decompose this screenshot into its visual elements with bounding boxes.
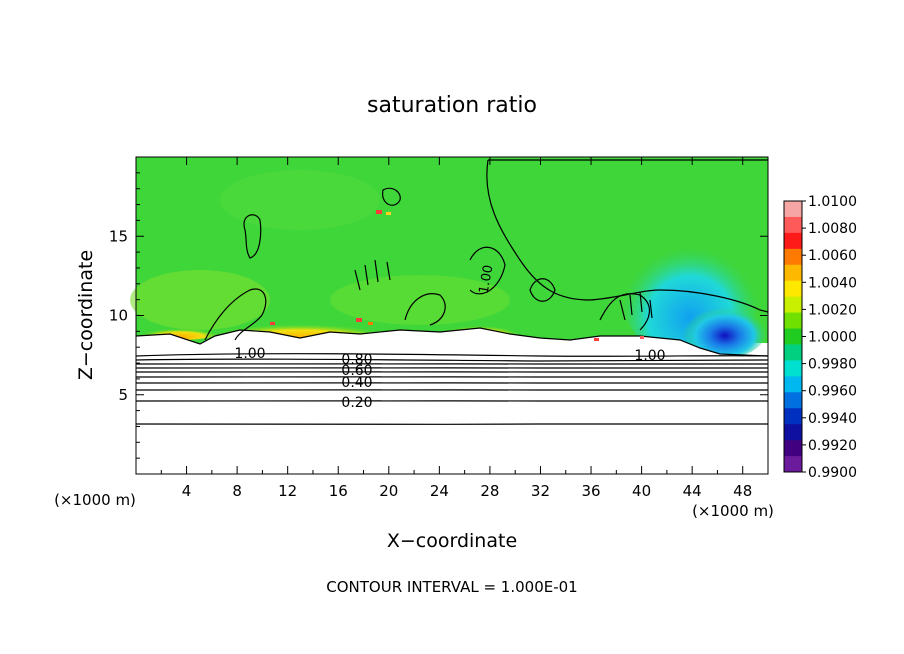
colorbar-swatch [784, 392, 802, 409]
contour-lines [135, 159, 769, 425]
x-tick-label: 16 [329, 482, 348, 500]
y-tick-label: 10 [109, 307, 128, 325]
supersat-speckles [270, 210, 644, 341]
x-tick-label: 24 [430, 482, 449, 500]
y-tick-label: 5 [118, 386, 128, 404]
x-tick-label: 40 [632, 482, 651, 500]
colorbar-swatch [784, 408, 802, 425]
x-tick-label: 36 [581, 482, 600, 500]
x-tick-label: 32 [531, 482, 550, 500]
colorbar-label: 0.9940 [808, 411, 857, 427]
contour-label: 0.80 [341, 352, 372, 368]
field-patch [130, 270, 270, 330]
colorbar-label: 0.9900 [808, 465, 857, 481]
contour-label: 1.00 [234, 346, 265, 362]
x-tick-label: 48 [733, 482, 752, 500]
x-tick-label: 4 [182, 482, 192, 500]
plot-area: 1.00 1.00 1.00 0.80 0.60 0.40 0.20 [130, 156, 769, 475]
contour-label: 0.60 [341, 363, 372, 379]
field-patch [220, 170, 380, 230]
contour-labels: 1.00 1.00 1.00 0.80 0.60 0.40 0.20 [234, 264, 665, 411]
colorbar-swatch [784, 344, 802, 361]
colorbar-swatch [784, 232, 802, 250]
y-tick-label: 15 [109, 227, 128, 245]
x-tick-label: 12 [278, 482, 297, 500]
colorbar-swatch [784, 328, 802, 345]
colorbar-swatch [784, 248, 802, 266]
x-tick-label: 8 [232, 482, 242, 500]
contour-label: 1.00 [634, 348, 665, 364]
contour-label: 0.40 [341, 375, 372, 391]
colorbar-swatch [784, 264, 802, 282]
colorbar-swatch [784, 456, 802, 473]
colorbar: 1.0100 1.0080 1.0060 1.0040 1.0020 1.0000 0.99… [783, 194, 857, 481]
colorbar-label: 0.9960 [808, 384, 857, 400]
chart-title: saturation ratio [367, 93, 537, 118]
x-tick-label: 28 [480, 482, 499, 500]
colorbar-label: 1.0060 [808, 248, 857, 264]
colorbar-swatch [784, 296, 802, 314]
colorbar-swatch [784, 201, 802, 218]
x-axis: 4 8 12 16 20 24 28 32 36 40 44 48 [160, 157, 752, 500]
colorbar-label: 1.0040 [808, 275, 857, 291]
colorbar-label: 1.0100 [808, 194, 857, 210]
colorbar-swatch [784, 360, 802, 377]
colorbar-label: 0.9920 [808, 438, 857, 454]
colorbar-label: 1.0000 [808, 330, 857, 346]
colorbar-label: 1.0080 [808, 221, 857, 237]
contour-label: 0.20 [341, 395, 372, 411]
x-axis-label: X−coordinate [387, 530, 517, 552]
colorbar-label: 0.9980 [808, 357, 857, 373]
y-axis: 5 10 15 [109, 172, 768, 459]
colorbar-swatch [784, 376, 802, 393]
field-patch [330, 275, 510, 325]
y-axis-label: Z−coordinate [75, 250, 97, 380]
x-unit-left: (×1000 m) [54, 491, 136, 509]
x-tick-label: 44 [683, 482, 702, 500]
colorbar-swatch [784, 440, 802, 457]
colorbar-swatch [784, 280, 802, 298]
x-tick-label: 20 [379, 482, 398, 500]
colorbar-swatch [784, 216, 802, 234]
blue-region [683, 302, 767, 358]
contour-label: 1.00 [477, 264, 497, 295]
x-unit-right: (×1000 m) [692, 502, 774, 520]
contour-interval-note: CONTOUR INTERVAL = 1.000E-01 [326, 578, 577, 596]
colorbar-swatch [784, 312, 802, 330]
colorbar-label: 1.0020 [808, 302, 857, 318]
colorbar-swatch [784, 424, 802, 441]
